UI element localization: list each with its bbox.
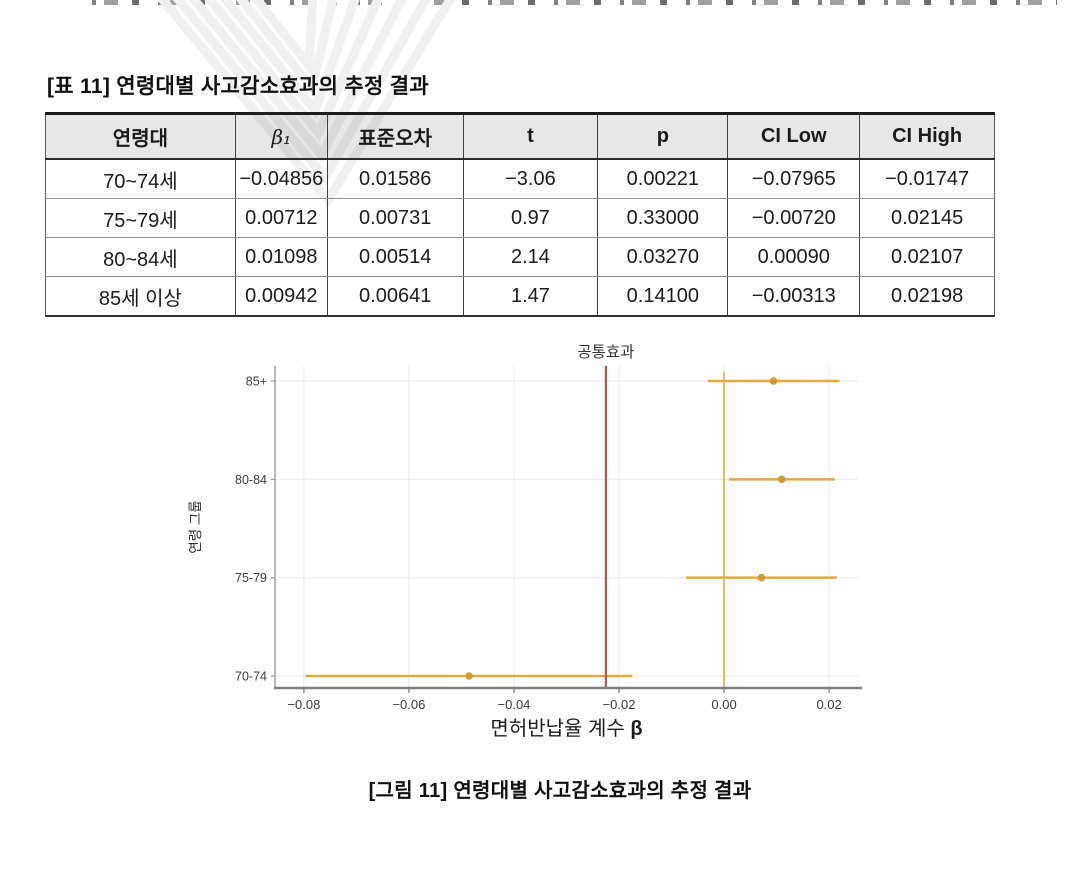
table-cell: −0.07965 [727, 159, 860, 199]
column-header-2: 표준오차 [326, 112, 464, 160]
y-tick-label: 70-74 [235, 670, 267, 684]
table-cell: 0.00641 [326, 276, 464, 317]
x-tick-label: 0.02 [816, 697, 841, 712]
column-header-0: 연령대 [45, 112, 236, 160]
x-tick-label: 0.00 [711, 697, 736, 712]
column-header-3: t [462, 112, 598, 160]
table-row: 80~84세 0.01098 0.00514 2.14 0.03270 0.00090 0.… [45, 237, 995, 277]
table-cell: 0.00731 [326, 198, 464, 238]
table-cell: 0.02107 [859, 237, 995, 277]
table-cell: −0.04856 [234, 159, 328, 199]
table-cell: 0.00712 [234, 198, 328, 238]
point-marker [777, 475, 786, 484]
point-marker [769, 377, 778, 385]
y-axis-title: 연령 그룹 [188, 500, 203, 553]
results-table-header: 연령대 β₁ 표준오차 t p CI Low CI High [45, 112, 995, 160]
table-cell: 85세 이상 [45, 276, 236, 317]
x-tick-label: −0.06 [392, 697, 425, 712]
figure-caption: [그림 11] 연령대별 사고감소효과의 추정 결과 [368, 780, 752, 802]
point-marker [757, 573, 766, 582]
results-table: 연령대 β₁ 표준오차 t p CI Low CI High 70~74세 −0.04856 0… [45, 112, 995, 317]
table-row: 75~79세 0.00712 0.00731 0.97 0.33000 −0.00720 0… [45, 198, 995, 238]
table-cell: −0.00313 [727, 276, 860, 317]
watermark-stripe [251, 0, 318, 78]
chart-title: 공통효과 [577, 343, 634, 361]
table-cell: −0.00720 [727, 198, 860, 238]
table-cell: 0.97 [462, 198, 598, 238]
table-cell: 1.47 [462, 276, 598, 317]
x-tick-label: −0.04 [498, 697, 531, 712]
table-row: 85세 이상 0.00942 0.00641 1.47 0.14100 −0.00313 0… [45, 276, 995, 317]
column-header-6: CI High [859, 112, 995, 160]
table-row: 70~74세 −0.04856 0.01586 −3.06 0.00221 −0.0796… [45, 159, 995, 199]
table-cell: 0.00942 [234, 276, 328, 317]
table-cell: 0.00090 [727, 237, 860, 277]
table-cell: 0.14100 [597, 276, 728, 317]
x-axis-title: 면허반납율 계수 β [490, 717, 642, 740]
table-cell: 0.33000 [597, 198, 728, 238]
table-cell: 80~84세 [45, 237, 236, 277]
y-tick-label: 85+ [246, 375, 267, 389]
table-cell: 0.02145 [859, 198, 995, 238]
watermark-stripe [236, 0, 338, 99]
table-cell: 0.02198 [859, 276, 995, 317]
y-tick-label: 75-79 [235, 571, 267, 585]
table-cell: 0.03270 [597, 237, 728, 277]
watermark-stripe [220, 0, 360, 120]
table-title: [표 11] 연령대별 사고감소효과의 추정 결과 [47, 75, 429, 98]
x-tick-label: −0.02 [603, 697, 636, 712]
column-header-1: β₁ [234, 112, 328, 160]
y-tick-label: 80-84 [235, 473, 267, 487]
table-cell: 0.00514 [326, 237, 464, 277]
clipped-text-remnant [92, 0, 1057, 5]
forest-plot-figure: −0.08 −0.06 −0.04 −0.02 0.00 0.02 85+ 80-84 75-7… [178, 333, 878, 743]
column-header-4: p [597, 112, 728, 160]
table-cell: 0.01586 [326, 159, 464, 199]
table-cell: 0.00221 [597, 159, 728, 199]
table-cell: 75~79세 [45, 198, 236, 238]
column-header-5: CI Low [727, 112, 860, 160]
table-cell: −0.01747 [859, 159, 995, 199]
x-tick-label: −0.08 [287, 697, 320, 712]
table-cell: 0.01098 [234, 237, 328, 277]
point-marker [465, 672, 473, 680]
table-cell: 70~74세 [45, 159, 236, 199]
table-cell: −3.06 [462, 159, 598, 199]
table-cell: 2.14 [462, 237, 598, 277]
